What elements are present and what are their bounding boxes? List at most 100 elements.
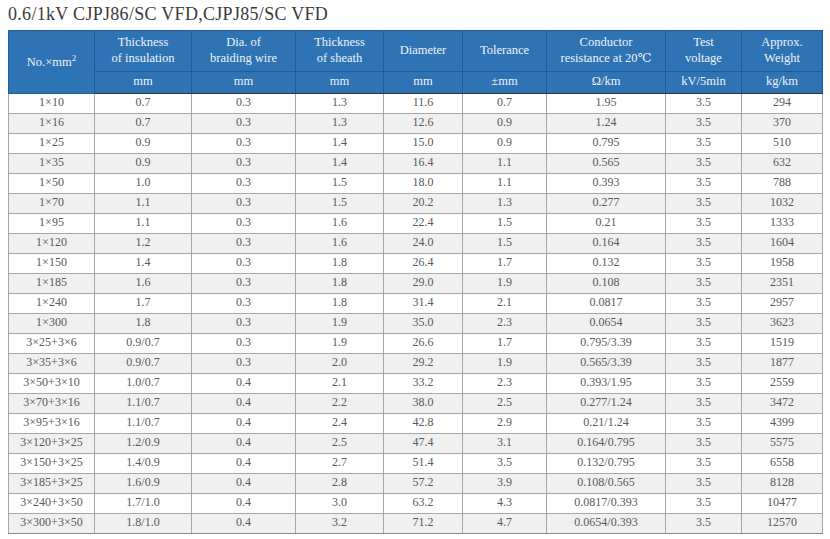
row-label: 1×240: [9, 293, 95, 313]
table-cell: 3.5: [666, 453, 742, 473]
table-cell: 632: [742, 153, 823, 173]
table-cell: 2.1: [463, 293, 547, 313]
table-cell: 1.2/0.9: [95, 433, 192, 453]
table-cell: 1.9: [463, 353, 547, 373]
table-cell: 3.5: [666, 153, 742, 173]
table-cell: 0.9: [95, 133, 192, 153]
table-cell: 0.7: [95, 93, 192, 113]
table-cell: 0.4: [192, 473, 296, 493]
row-label: 1×120: [9, 233, 95, 253]
table-cell: 0.7: [95, 113, 192, 133]
table-cell: 2.2: [296, 393, 384, 413]
table-cell: 2.5: [296, 433, 384, 453]
row-label: 1×300: [9, 313, 95, 333]
table-cell: 3.5: [666, 433, 742, 453]
table-cell: 31.4: [384, 293, 463, 313]
table-cell: 3.5: [666, 373, 742, 393]
table-cell: 1.1: [463, 173, 547, 193]
table-cell: 3.5: [666, 93, 742, 113]
table-cell: 3.0: [296, 493, 384, 513]
table-cell: 3.2: [296, 513, 384, 533]
table-cell: 1.95: [547, 93, 666, 113]
table-row: 3×240+3×501.7/1.00.43.063.24.30.0817/0.3…: [9, 493, 823, 513]
table-cell: 0.3: [192, 133, 296, 153]
table-cell: 29.0: [384, 273, 463, 293]
table-cell: 33.2: [384, 373, 463, 393]
table-cell: 47.4: [384, 433, 463, 453]
table-cell: 1.8/1.0: [95, 513, 192, 533]
unit-test-voltage: kV/5min: [666, 71, 742, 93]
table-cell: 0.108/0.565: [547, 473, 666, 493]
table-cell: 1.24: [547, 113, 666, 133]
table-cell: 0.565/3.39: [547, 353, 666, 373]
table-row: 1×1201.20.31.624.01.50.1643.51604: [9, 233, 823, 253]
table-cell: 0.277/1.24: [547, 393, 666, 413]
table-cell: 1.1: [95, 193, 192, 213]
table-cell: 1032: [742, 193, 823, 213]
row-label: 3×35+3×6: [9, 353, 95, 373]
column-header-insulation: Thickness of insulation: [95, 30, 192, 71]
table-cell: 29.2: [384, 353, 463, 373]
table-cell: 1.7: [463, 253, 547, 273]
row-label: 3×120+3×25: [9, 433, 95, 453]
table-cell: 2351: [742, 273, 823, 293]
table-cell: 1.1/0.7: [95, 393, 192, 413]
table-cell: 4399: [742, 413, 823, 433]
table-row: 3×300+3×501.8/1.00.43.271.24.70.0654/0.3…: [9, 513, 823, 533]
table-cell: 0.795/3.39: [547, 333, 666, 353]
table-cell: 0.164/0.795: [547, 433, 666, 453]
unit-diameter: mm: [384, 71, 463, 93]
table-cell: 1.1: [463, 153, 547, 173]
table-cell: 3.5: [666, 393, 742, 413]
table-row: 1×1501.40.31.826.41.70.1323.51958: [9, 253, 823, 273]
table-cell: 1.6/0.9: [95, 473, 192, 493]
row-label: 1×16: [9, 113, 95, 133]
table-cell: 1333: [742, 213, 823, 233]
table-cell: 3.5: [666, 293, 742, 313]
table-cell: 294: [742, 93, 823, 113]
table-cell: 0.21/1.24: [547, 413, 666, 433]
table-row: 3×150+3×251.4/0.90.42.751.43.50.132/0.79…: [9, 453, 823, 473]
table-cell: 0.9/0.7: [95, 333, 192, 353]
column-header-size-label: No.×mm: [27, 55, 72, 69]
table-cell: 3.5: [666, 253, 742, 273]
table-cell: 20.2: [384, 193, 463, 213]
table-cell: 0.3: [192, 293, 296, 313]
table-cell: 1.6: [296, 213, 384, 233]
row-label: 3×150+3×25: [9, 453, 95, 473]
table-cell: 0.3: [192, 333, 296, 353]
table-cell: 0.3: [192, 153, 296, 173]
table-cell: 2.0: [296, 353, 384, 373]
table-cell: 0.3: [192, 173, 296, 193]
row-label: 1×10: [9, 93, 95, 113]
row-label: 1×70: [9, 193, 95, 213]
table-cell: 0.3: [192, 93, 296, 113]
table-cell: 0.9: [463, 133, 547, 153]
table-cell: 2.5: [463, 393, 547, 413]
table-cell: 3.9: [463, 473, 547, 493]
table-cell: 370: [742, 113, 823, 133]
table-cell: 0.3: [192, 113, 296, 133]
table-cell: 3.5: [666, 133, 742, 153]
table-cell: 3623: [742, 313, 823, 333]
table-cell: 2.7: [296, 453, 384, 473]
table-cell: 3472: [742, 393, 823, 413]
table-cell: 0.9: [95, 153, 192, 173]
row-label: 3×185+3×25: [9, 473, 95, 493]
table-cell: 3.5: [666, 353, 742, 373]
table-cell: 1.3: [463, 193, 547, 213]
table-cell: 5575: [742, 433, 823, 453]
table-cell: 3.5: [463, 453, 547, 473]
table-row: 3×35+3×60.9/0.70.32.029.21.90.565/3.393.…: [9, 353, 823, 373]
table-cell: 0.4: [192, 433, 296, 453]
row-label: 3×70+3×16: [9, 393, 95, 413]
table-cell: 71.2: [384, 513, 463, 533]
table-cell: 15.0: [384, 133, 463, 153]
table-cell: 1.9: [296, 313, 384, 333]
table-cell: 0.132: [547, 253, 666, 273]
table-cell: 1.0: [95, 173, 192, 193]
table-cell: 0.7: [463, 93, 547, 113]
column-header-weight: Approx. Weight: [742, 30, 823, 71]
table-cell: 22.4: [384, 213, 463, 233]
table-cell: 0.4: [192, 453, 296, 473]
